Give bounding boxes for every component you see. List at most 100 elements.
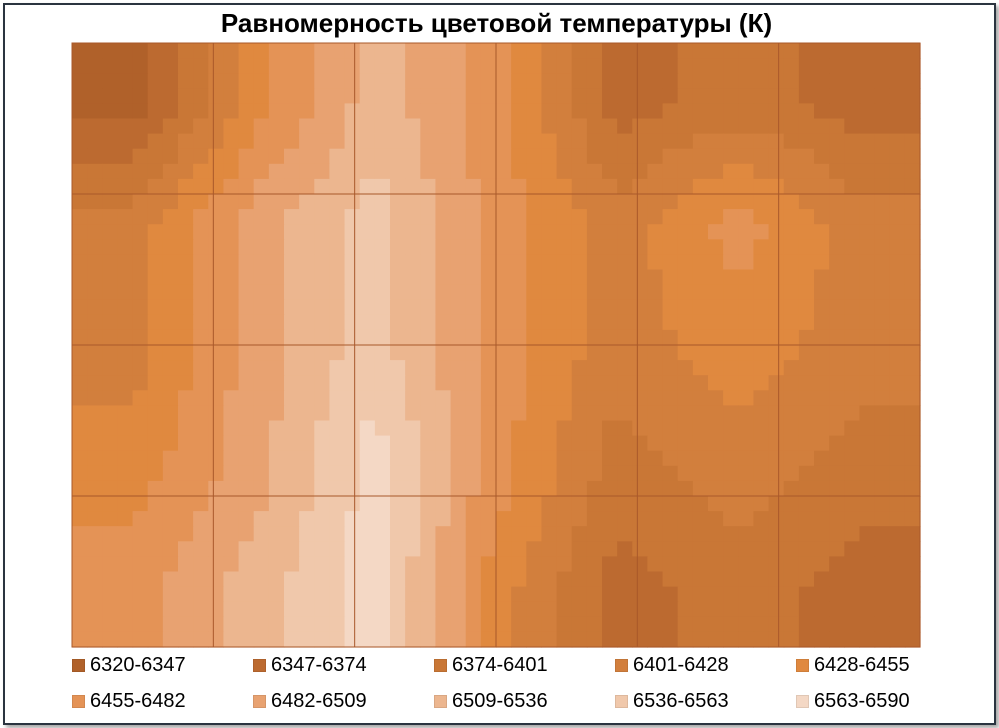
contour-cell	[586, 616, 603, 633]
contour-cell	[132, 103, 149, 120]
contour-cell	[284, 239, 300, 255]
contour-cell	[87, 43, 103, 59]
contour-cell	[617, 239, 633, 255]
contour-cell	[511, 299, 527, 316]
contour-cell	[874, 405, 891, 422]
legend-swatch	[434, 659, 447, 672]
contour-cell	[829, 43, 845, 59]
contour-cell	[132, 73, 149, 89]
contour-cell	[344, 133, 361, 150]
contour-cell	[178, 616, 194, 633]
contour-cell	[889, 556, 906, 573]
contour-cell	[72, 450, 88, 467]
contour-cell	[102, 133, 119, 150]
contour-cell	[904, 511, 921, 527]
contour-cell	[268, 43, 285, 59]
contour-cell	[344, 314, 361, 331]
contour-cell	[753, 299, 770, 316]
contour-cell	[753, 586, 770, 603]
contour-cell	[874, 178, 891, 195]
contour-cell	[87, 631, 103, 648]
contour-cell	[178, 571, 194, 588]
contour-cell	[904, 148, 921, 165]
contour-cell	[223, 269, 240, 286]
contour-cell	[783, 118, 800, 135]
contour-cell	[511, 571, 527, 588]
contour-cell	[147, 209, 164, 225]
contour-cell	[435, 465, 452, 482]
contour-cell	[511, 601, 527, 618]
contour-cell	[147, 465, 164, 482]
contour-cell	[405, 269, 421, 286]
contour-cell	[496, 43, 512, 59]
contour-cell	[586, 435, 603, 452]
contour-cell	[329, 420, 346, 437]
contour-cell	[753, 284, 770, 301]
contour-cell	[632, 103, 649, 120]
contour-cell	[162, 224, 179, 240]
contour-cell	[178, 118, 194, 135]
contour-cell	[844, 405, 861, 422]
contour-cell	[526, 299, 543, 316]
contour-cell	[556, 390, 573, 406]
contour-cell	[162, 148, 179, 165]
contour-cell	[647, 329, 664, 346]
contour-cell	[768, 148, 785, 165]
contour-cell	[329, 329, 346, 346]
contour-cell	[859, 88, 876, 104]
contour-cell	[632, 541, 649, 557]
contour-cell	[480, 178, 497, 195]
contour-cell	[208, 178, 225, 195]
contour-cell	[450, 58, 467, 74]
legend-item: 6374-6401	[434, 654, 548, 677]
contour-cell	[329, 526, 346, 542]
contour-cell	[511, 43, 527, 59]
contour-cell	[889, 450, 906, 467]
contour-cell	[178, 43, 194, 59]
contour-cell	[632, 178, 649, 195]
contour-cell	[420, 254, 437, 271]
contour-cell	[344, 118, 361, 135]
contour-cell	[859, 329, 876, 346]
contour-cell	[162, 345, 179, 361]
contour-cell	[284, 360, 300, 376]
contour-cell	[496, 526, 512, 542]
contour-cell	[859, 345, 876, 361]
contour-cell	[692, 450, 709, 467]
contour-cell	[359, 209, 376, 225]
contour-cell	[374, 194, 391, 210]
contour-cell	[284, 586, 300, 603]
contour-cell	[450, 239, 467, 255]
contour-cell	[87, 88, 103, 104]
contour-cell	[632, 329, 649, 346]
contour-cell	[617, 405, 633, 422]
contour-cell	[480, 269, 497, 286]
contour-cell	[844, 601, 861, 618]
contour-cell	[102, 511, 119, 527]
contour-cell	[632, 360, 649, 376]
contour-cell	[359, 420, 376, 437]
contour-cell	[496, 209, 512, 225]
contour-cell	[117, 541, 134, 557]
contour-cell	[87, 405, 103, 422]
contour-cell	[723, 209, 739, 225]
contour-cell	[405, 435, 421, 452]
contour-cell	[208, 435, 225, 452]
contour-cell	[753, 118, 770, 135]
contour-cell	[268, 435, 285, 452]
contour-cell	[132, 360, 149, 376]
contour-cell	[178, 480, 194, 497]
contour-cell	[586, 284, 603, 301]
contour-cell	[738, 390, 755, 406]
contour-cell	[541, 345, 558, 361]
contour-cell	[723, 43, 739, 59]
contour-cell	[571, 133, 588, 150]
contour-cell	[238, 148, 255, 165]
contour-cell	[768, 496, 785, 512]
contour-cell	[299, 571, 315, 588]
contour-cell	[859, 269, 876, 286]
contour-cell	[465, 194, 482, 210]
contour-cell	[390, 73, 406, 89]
contour-cell	[147, 511, 164, 527]
contour-cell	[253, 390, 270, 406]
